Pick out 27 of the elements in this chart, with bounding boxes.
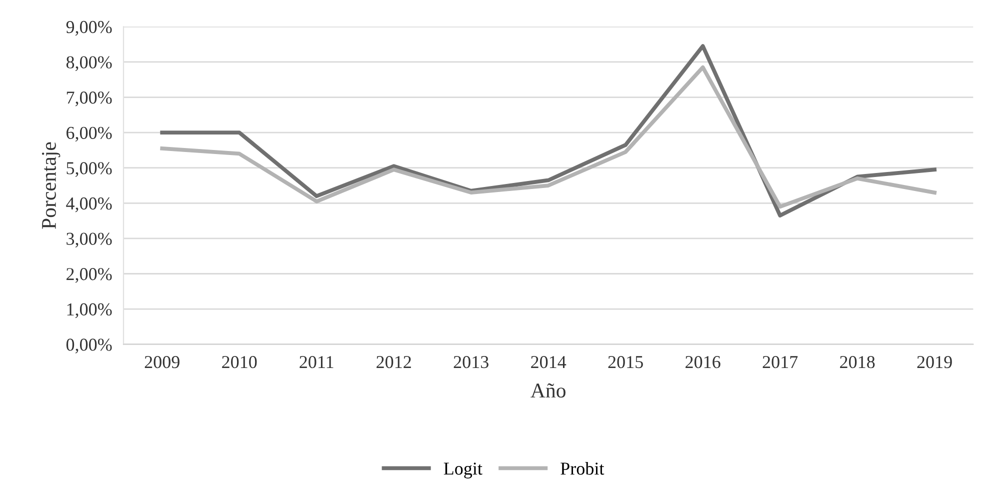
y-tick-label: 3,00% (66, 232, 112, 248)
y-tick-label: 9,00% (66, 20, 112, 36)
x-tick-label: 2017 (762, 356, 798, 368)
y-tick-label: 6,00% (66, 126, 112, 142)
x-tick-label: 2012 (376, 356, 411, 368)
x-tick-label: 2015 (608, 356, 643, 368)
x-tick-label: 2018 (840, 356, 875, 368)
y-tick-label: 2,00% (66, 268, 112, 283)
y-axis-title: Porcentaje (42, 142, 60, 229)
x-tick-label: 2014 (531, 356, 566, 368)
line-series (160, 44, 937, 218)
x-tick-label: 2010 (222, 356, 257, 368)
x-tick-label: 2016 (686, 356, 720, 368)
y-tick-label: 7,00% (66, 92, 112, 106)
x-tick-label: 2013 (454, 356, 488, 368)
line-series (160, 65, 937, 209)
y-tick-label: 0,00% (66, 338, 112, 354)
x-tick-label: 2011 (300, 356, 334, 368)
y-tick-label: 1,00% (67, 303, 112, 318)
x-tick-label: 2009 (144, 356, 180, 368)
y-tick-label: 4,00% (66, 197, 112, 212)
y-tick-label: 8,00% (66, 56, 112, 72)
legend-label: Logit (444, 462, 482, 478)
x-tick-label: 2019 (917, 356, 952, 368)
legend-label: Probit (560, 462, 604, 475)
x-axis-title: Año (530, 383, 566, 398)
y-tick-label: 5,00% (66, 162, 112, 177)
